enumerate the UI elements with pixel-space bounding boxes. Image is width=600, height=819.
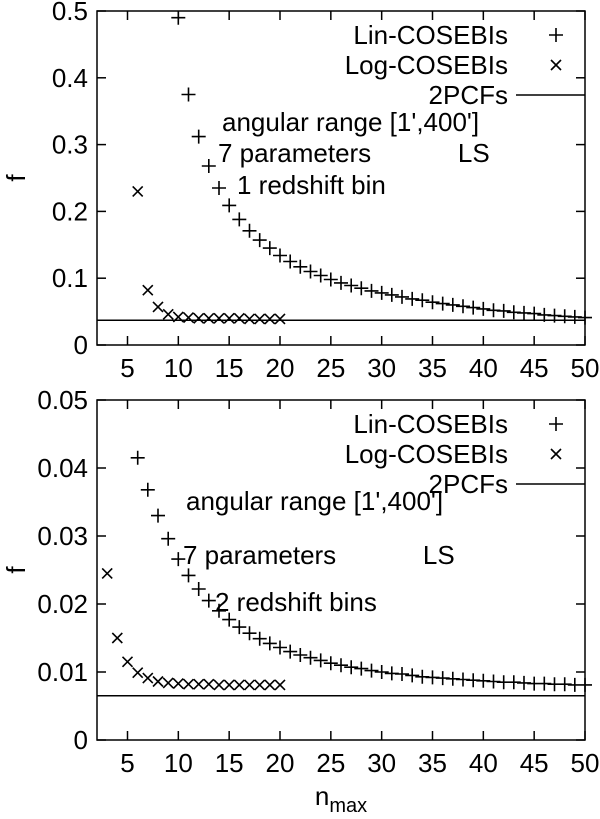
annotation-text: 1 redshift bin [237,170,386,200]
y-tick-label: 0.5 [52,0,88,26]
x-tick-label: 50 [571,748,600,778]
y-tick-label: 0.05 [37,385,88,415]
legend-cross-icon [550,59,562,71]
series-log-cosebis-markers [132,185,286,325]
y-tick-label: 0.3 [52,130,88,160]
y-tick-label: 0.02 [37,589,88,619]
y-tick-label: 0.2 [52,196,88,226]
annotation-text: 7 parameters LS [183,540,455,570]
x-tick-label: 5 [120,748,134,778]
y-tick-label: 0.03 [37,521,88,551]
legend-label: 2PCFs [429,80,508,110]
x-tick-label: 40 [469,353,498,383]
x-tick-label: 30 [367,748,396,778]
annotation-text: angular range [1',400'] [222,107,479,137]
y-axis-label: f [1,174,31,182]
y-tick-label: 0.04 [37,453,88,483]
x-tick-label: 45 [520,353,549,383]
x-tick-label: 45 [520,748,549,778]
x-tick-label: 35 [418,748,447,778]
y-tick-label: 0.4 [52,63,88,93]
legend-label: Lin-COSEBIs [353,409,508,439]
annotation-text: 2 redshift bins [215,587,377,617]
legend-cross-icon [550,448,562,460]
x-tick-label: 50 [571,353,600,383]
x-tick-label: 30 [367,353,396,383]
x-tick-label: 20 [266,748,295,778]
x-tick-label: 25 [316,353,345,383]
x-tick-label: 20 [266,353,295,383]
x-tick-label: 10 [164,353,193,383]
legend-label: Log-COSEBIs [345,439,508,469]
x-tick-label: 10 [164,748,193,778]
panel-top: 5 10 15 20 25 30 35 40 45 50 0 0.1 0.2 0.3 0.4 0.5 angul… [1,0,599,383]
x-tick-label: 35 [418,353,447,383]
x-tick-label: 5 [120,353,134,383]
x-tick-label: 15 [215,748,244,778]
y-tick-label: 0.1 [52,263,88,293]
x-tick-label: 25 [316,748,345,778]
panel-bottom: 5 10 15 20 25 30 35 40 45 50 0 0.01 0.02 0.03 0.04 0.05… [1,385,599,817]
y-tick-label: 0.01 [37,657,88,687]
x-tick-label: 15 [215,353,244,383]
plot-border [96,10,586,346]
legend-label: Log-COSEBIs [345,50,508,80]
plot-border [96,399,586,741]
x-tick-label: 40 [469,748,498,778]
y-axis-label: f [1,566,31,574]
y-tick-label: 0 [74,330,88,360]
series-lin-cosebis-markers [130,450,592,692]
legend-label: 2PCFs [429,469,508,499]
annotation-text: angular range [1',400'] [186,486,443,516]
legend-label: Lin-COSEBIs [353,20,508,50]
legend-plus-icon [549,417,563,431]
series-lin-cosebis-markers [171,10,592,325]
y-tick-label: 0 [74,725,88,755]
annotation-text: 7 parameters LS [218,138,490,168]
x-axis-label: nmax [315,781,367,817]
series-log-cosebis-markers [101,567,286,691]
legend-plus-icon [549,28,563,42]
